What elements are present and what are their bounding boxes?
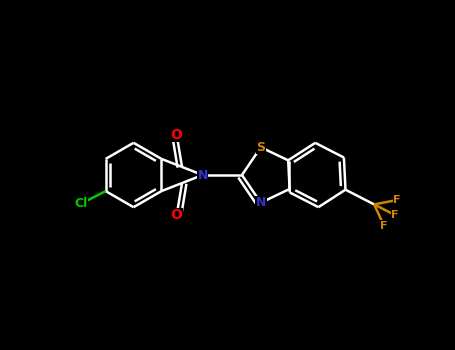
Text: F: F bbox=[393, 195, 401, 205]
Text: N: N bbox=[256, 196, 266, 209]
Text: O: O bbox=[171, 208, 182, 222]
Text: N: N bbox=[197, 168, 208, 182]
Text: Cl: Cl bbox=[75, 197, 88, 210]
Text: S: S bbox=[256, 141, 265, 154]
Text: O: O bbox=[171, 128, 182, 142]
Text: F: F bbox=[380, 220, 388, 231]
Text: F: F bbox=[391, 210, 399, 220]
